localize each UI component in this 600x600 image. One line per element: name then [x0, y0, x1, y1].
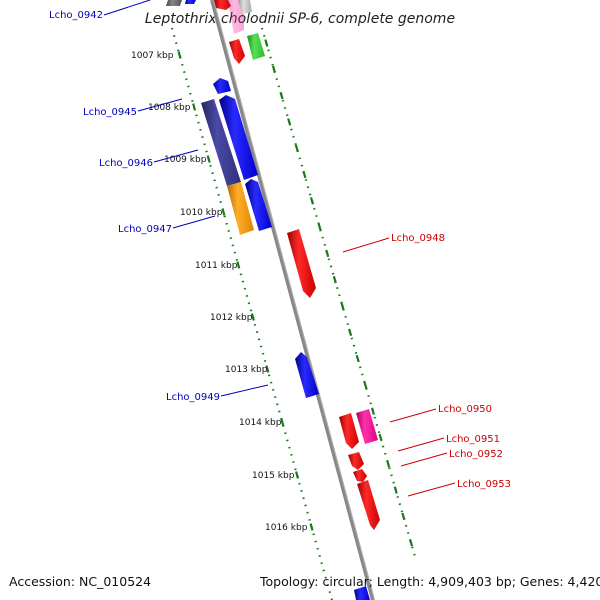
kbp-tick	[287, 118, 292, 126]
kbp-tick	[393, 486, 398, 494]
kbp-tick	[221, 208, 226, 216]
genome-backbone	[210, 0, 375, 600]
kbp-tick	[370, 407, 375, 415]
gene-block-top-gray[interactable]	[166, 0, 182, 6]
gene-label-lcho-0949[interactable]: Lcho_0949	[166, 392, 220, 403]
gene-block-top-pink-faint[interactable]	[228, 0, 244, 34]
gene-block-small-red[interactable]	[353, 469, 367, 482]
gene-label-lcho-0948[interactable]: Lcho_0948	[391, 233, 445, 244]
genome-backbone-highlight	[213, 0, 375, 600]
kbp-tick	[236, 261, 241, 269]
gene-label-lcho-0947[interactable]: Lcho_0947	[118, 224, 172, 235]
kbp-tick	[294, 144, 299, 152]
kbp-tick	[401, 512, 406, 521]
kbp-tick	[271, 65, 276, 73]
gene-block-top-blue[interactable]	[185, 0, 196, 4]
gene-block-lcho-0949[interactable]	[295, 352, 319, 398]
leader-lcho-0947	[172, 215, 216, 229]
leader-lcho-0950	[389, 408, 437, 423]
ruler-label-1009: 1009 kbp	[164, 155, 207, 165]
kbp-tick	[295, 471, 300, 479]
kbp-tick	[332, 276, 337, 284]
ruler-label-1014: 1014 kbp	[239, 418, 282, 428]
ruler-label-1015: 1015 kbp	[252, 471, 295, 481]
gene-block-lcho-0952[interactable]	[348, 452, 364, 470]
leader-lcho-0945	[137, 98, 183, 112]
kbp-tick	[340, 302, 345, 310]
gene-label-lcho-0952[interactable]: Lcho_0952	[449, 449, 503, 460]
kbp-tick	[302, 170, 307, 179]
leader-lcho-0951	[397, 437, 445, 452]
kbp-tick	[363, 381, 368, 389]
ruler-label-1016: 1016 kbp	[265, 523, 308, 533]
ruler-label-1012: 1012 kbp	[210, 313, 253, 323]
kbp-tick	[206, 155, 211, 163]
kbp-tick	[265, 365, 270, 373]
gene-label-lcho-0951[interactable]: Lcho_0951	[446, 434, 500, 445]
kbp-tick	[325, 249, 330, 258]
gene-block-lcho-0946[interactable]	[201, 99, 241, 186]
kbp-tick	[386, 460, 391, 468]
gene-label-lcho-0950[interactable]: Lcho_0950	[438, 404, 492, 415]
leader-lcho-0942	[103, 0, 151, 16]
gene-label-lcho-0942[interactable]: Lcho_0942	[49, 10, 103, 21]
kbp-tick	[250, 313, 255, 321]
kbp-tick	[192, 103, 197, 111]
ruler-label-1007: 1007 kbp	[131, 51, 174, 61]
kbp-tick	[279, 91, 284, 100]
kbp-tick	[408, 538, 414, 547]
gene-block-lcho-0950[interactable]	[356, 409, 378, 444]
kbp-tick	[317, 223, 322, 231]
genome-title: Leptothrix cholodnii SP-6, complete geno…	[145, 11, 455, 27]
gene-block-blue-small[interactable]	[213, 78, 231, 94]
gene-label-lcho-0953[interactable]: Lcho_0953	[457, 479, 511, 490]
accession-text: Accession: NC_010524	[9, 574, 152, 589]
gene-block-lcho-0947[interactable]	[227, 182, 254, 235]
gene-block-lcho-0953[interactable]	[357, 480, 380, 530]
kbp-tick	[177, 51, 182, 59]
gene-block-top-light[interactable]	[238, 0, 252, 14]
gene-block-lcho-0951[interactable]	[339, 413, 359, 449]
leader-lcho-0949	[220, 384, 269, 397]
kbp-tick	[355, 354, 360, 363]
gene-block-bottom-blue[interactable]	[354, 586, 370, 600]
ruler-label-1013: 1013 kbp	[225, 365, 268, 375]
kbp-tick	[348, 328, 353, 337]
reverse-strand-guide	[170, 27, 334, 600]
kbp-tick	[264, 39, 269, 47]
leader-lcho-0946	[153, 149, 199, 163]
gene-block-blue-stack[interactable]	[245, 179, 272, 231]
leader-lcho-0952	[400, 452, 448, 467]
kbp-tick	[378, 433, 383, 442]
leader-lcho-0953	[407, 482, 456, 497]
kbp-tick	[309, 523, 314, 531]
ruler-label-1010: 1010 kbp	[180, 208, 223, 218]
genome-summary-text: Topology: circular; Length: 4,909,403 bp…	[260, 574, 600, 589]
gene-block-lcho-0948[interactable]	[287, 229, 316, 298]
kbp-tick	[280, 418, 285, 426]
gene-block-green[interactable]	[247, 33, 265, 60]
gene-block-lcho-0945[interactable]	[219, 95, 258, 180]
leader-lcho-0948	[342, 237, 390, 253]
gene-label-lcho-0946[interactable]: Lcho_0946	[99, 158, 153, 169]
ruler-label-1008: 1008 kbp	[148, 103, 191, 113]
gene-block-top-red[interactable]	[214, 0, 231, 10]
kbp-tick-marks	[177, 39, 414, 547]
gene-label-lcho-0945[interactable]: Lcho_0945	[83, 107, 137, 118]
ruler-label-1011: 1011 kbp	[195, 261, 238, 271]
kbp-tick	[309, 197, 315, 205]
gene-block-red-upper[interactable]	[229, 39, 245, 64]
